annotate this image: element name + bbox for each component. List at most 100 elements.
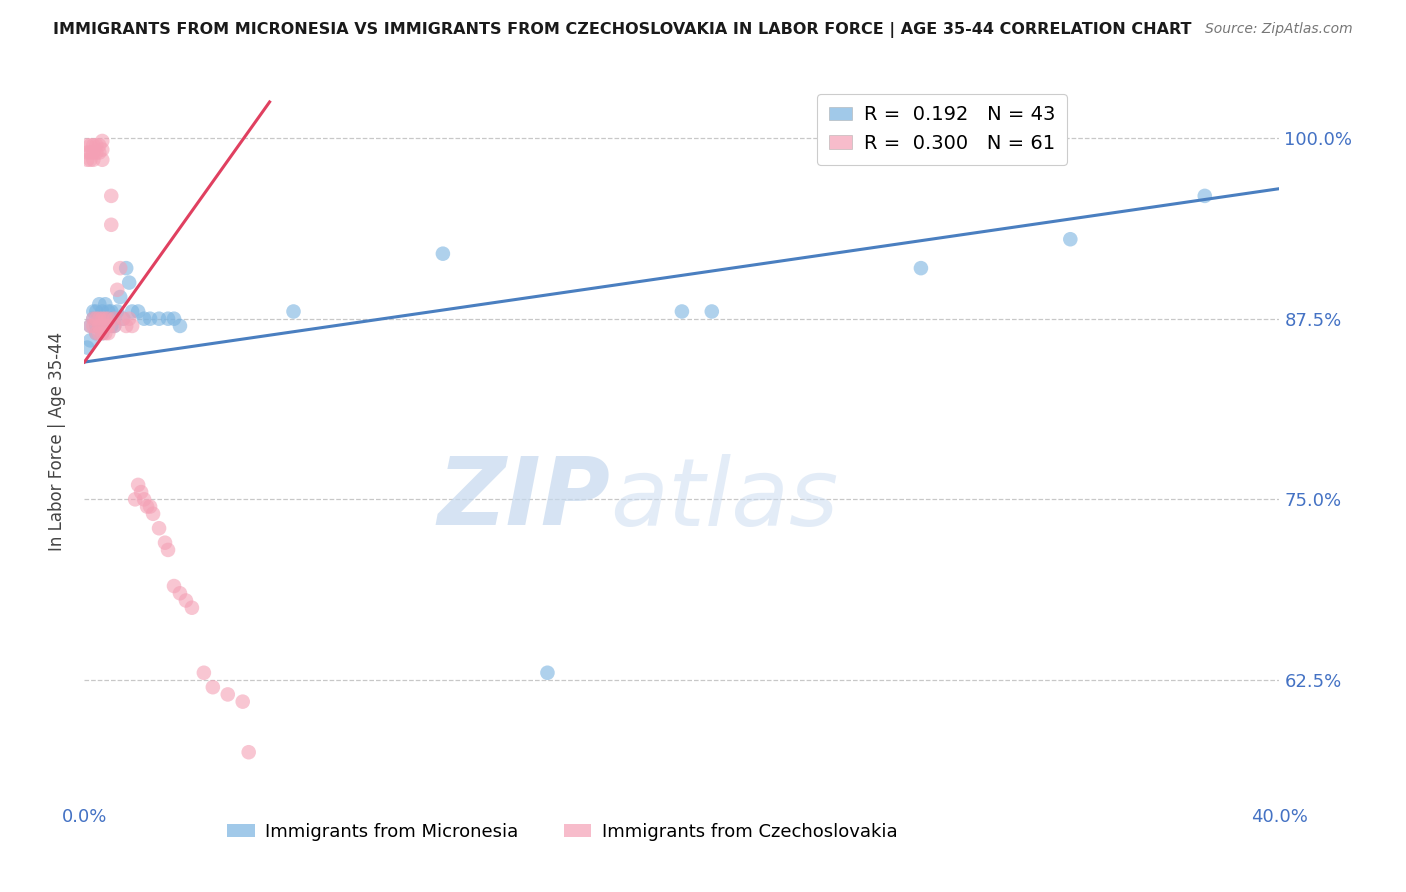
- Point: [97, 311, 120, 326]
- Point: [82, 145, 104, 160]
- Point: [97, 311, 120, 326]
- Point: [201, 680, 224, 694]
- Point: [97, 318, 120, 333]
- Point: [163, 311, 186, 326]
- Point: [157, 543, 180, 558]
- Point: [82, 318, 104, 333]
- Point: [91, 326, 114, 341]
- Point: [132, 492, 156, 507]
- Point: [89, 138, 111, 153]
- Point: [157, 311, 180, 326]
- Point: [89, 318, 111, 333]
- Point: [103, 318, 125, 333]
- Point: [536, 665, 558, 680]
- Point: [91, 326, 114, 341]
- Point: [94, 311, 117, 326]
- Point: [283, 304, 305, 318]
- Point: [100, 189, 122, 203]
- Point: [100, 218, 122, 232]
- Text: Source: ZipAtlas.com: Source: ZipAtlas.com: [1205, 22, 1353, 37]
- Point: [91, 311, 114, 326]
- Point: [169, 586, 191, 600]
- Point: [105, 283, 128, 297]
- Point: [86, 304, 108, 318]
- Point: [76, 153, 98, 167]
- Y-axis label: In Labor Force | Age 35-44: In Labor Force | Age 35-44: [48, 332, 66, 551]
- Point: [112, 311, 135, 326]
- Point: [163, 579, 186, 593]
- Point: [1194, 189, 1216, 203]
- Point: [79, 318, 101, 333]
- Point: [232, 695, 254, 709]
- Legend: Immigrants from Micronesia, Immigrants from Czechoslovakia: Immigrants from Micronesia, Immigrants f…: [221, 815, 904, 848]
- Point: [127, 478, 149, 492]
- Point: [89, 145, 111, 160]
- Point: [89, 311, 111, 326]
- Point: [193, 665, 215, 680]
- Point: [118, 276, 141, 290]
- Point: [79, 138, 101, 153]
- Point: [86, 326, 108, 341]
- Point: [217, 687, 239, 701]
- Point: [139, 311, 162, 326]
- Point: [91, 143, 114, 157]
- Point: [148, 311, 170, 326]
- Point: [79, 318, 101, 333]
- Point: [89, 318, 111, 333]
- Point: [238, 745, 260, 759]
- Point: [132, 311, 156, 326]
- Point: [86, 311, 108, 326]
- Point: [174, 593, 197, 607]
- Point: [142, 507, 165, 521]
- Point: [86, 326, 108, 341]
- Point: [82, 311, 104, 326]
- Point: [91, 134, 114, 148]
- Point: [136, 500, 159, 514]
- Point: [94, 318, 117, 333]
- Point: [79, 334, 101, 348]
- Point: [82, 311, 104, 326]
- Point: [127, 304, 149, 318]
- Point: [121, 318, 143, 333]
- Point: [115, 261, 138, 276]
- Point: [112, 311, 135, 326]
- Point: [118, 311, 141, 326]
- Point: [148, 521, 170, 535]
- Text: ZIP: ZIP: [437, 453, 610, 545]
- Point: [105, 304, 128, 318]
- Point: [432, 246, 454, 260]
- Point: [124, 492, 146, 507]
- Point: [91, 304, 114, 318]
- Point: [94, 326, 117, 341]
- Point: [153, 535, 176, 549]
- Text: IMMIGRANTS FROM MICRONESIA VS IMMIGRANTS FROM CZECHOSLOVAKIA IN LABOR FORCE | AG: IMMIGRANTS FROM MICRONESIA VS IMMIGRANTS…: [53, 22, 1192, 38]
- Point: [82, 153, 104, 167]
- Point: [79, 145, 101, 160]
- Point: [76, 145, 98, 160]
- Point: [89, 311, 111, 326]
- Point: [700, 304, 723, 318]
- Point: [110, 261, 132, 276]
- Point: [910, 261, 932, 276]
- Point: [86, 138, 108, 153]
- Point: [89, 297, 111, 311]
- Point: [94, 318, 117, 333]
- Point: [97, 304, 120, 318]
- Point: [97, 326, 120, 341]
- Point: [129, 485, 152, 500]
- Point: [115, 318, 138, 333]
- Point: [1059, 232, 1081, 246]
- Point: [86, 318, 108, 333]
- Text: atlas: atlas: [610, 454, 838, 545]
- Point: [91, 153, 114, 167]
- Point: [100, 318, 122, 333]
- Point: [82, 304, 104, 318]
- Point: [89, 326, 111, 341]
- Point: [103, 311, 125, 326]
- Point: [86, 145, 108, 160]
- Point: [100, 304, 122, 318]
- Point: [91, 311, 114, 326]
- Point: [169, 318, 191, 333]
- Point: [110, 290, 132, 304]
- Point: [121, 304, 143, 318]
